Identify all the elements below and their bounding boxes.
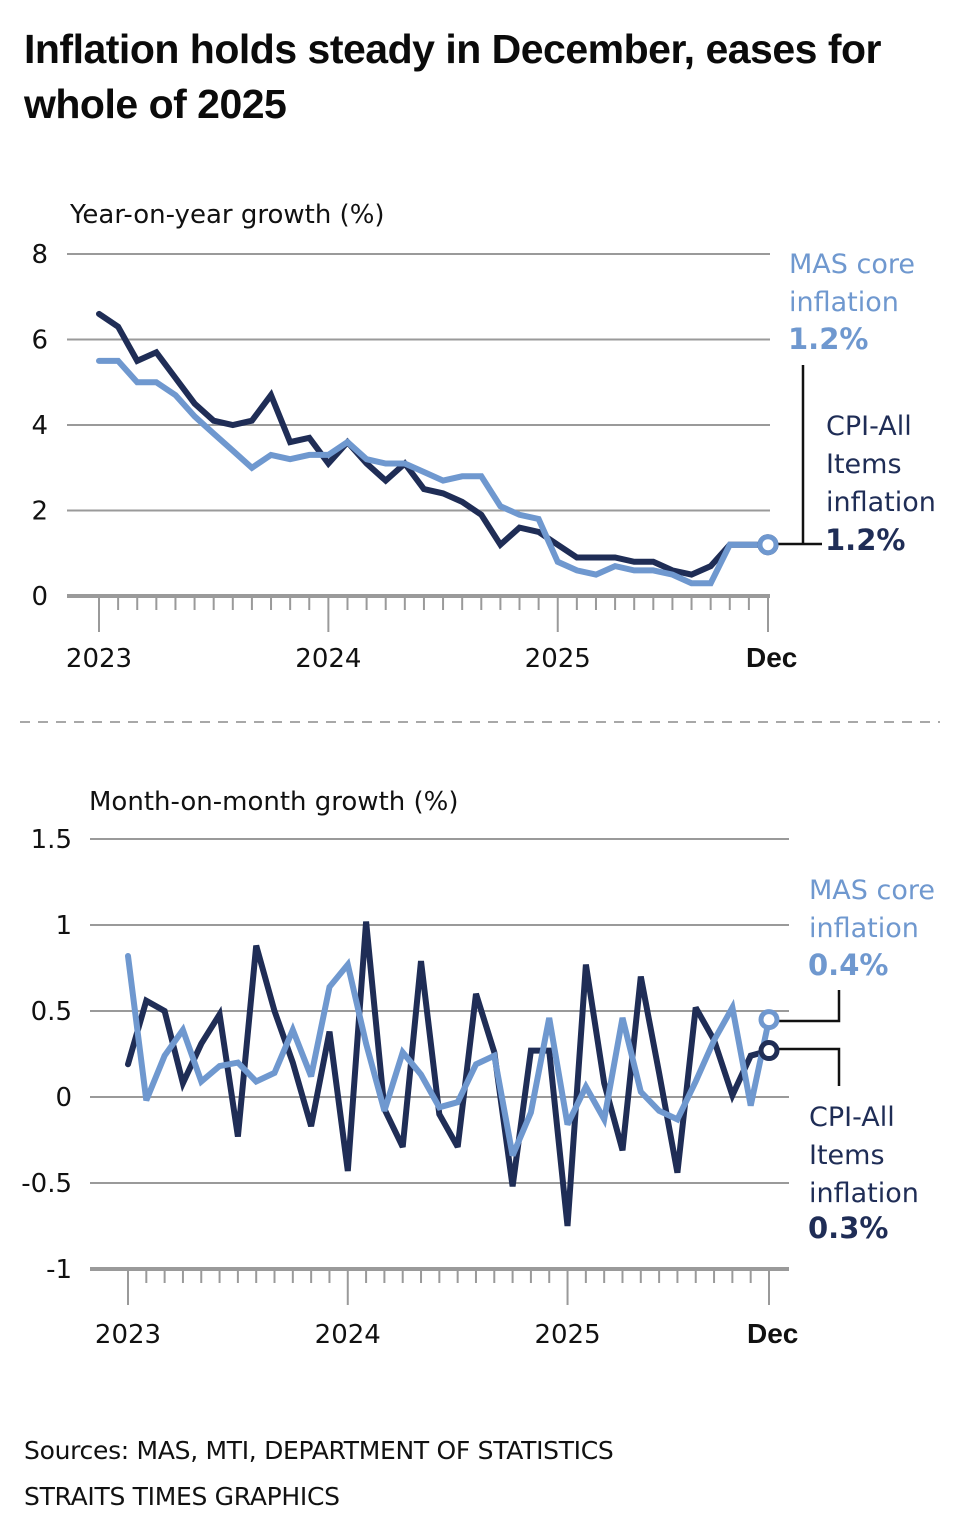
yoy-x-tick-label: Dec <box>746 642 797 673</box>
mom-y-tick-label: 1 <box>55 911 72 941</box>
mom-x-tick-label: 2023 <box>95 1320 161 1350</box>
mom-endpoint-core <box>758 1009 780 1031</box>
yoy-y-tick-label: 4 <box>31 411 48 441</box>
mom-y-tick-label: 0 <box>55 1083 72 1113</box>
mom-x-tick-label: 2024 <box>315 1320 381 1350</box>
mom-line-cpi <box>125 921 772 1227</box>
mom-endpoint-cpi <box>758 1040 780 1062</box>
yoy-series <box>96 310 822 587</box>
yoy-x-tick-label: 2025 <box>525 644 591 674</box>
sources-note: Sources: MAS, MTI, DEPARTMENT OF STATIST… <box>24 1436 614 1465</box>
mom-gridlines <box>90 838 789 1271</box>
yoy-line-core <box>96 357 771 587</box>
mom-chart: Month-on-month growth (%) -1 -0.5 0 0.5 1 1.5… <box>21 787 935 1350</box>
mom-x-axis: 2023 2024 2025 Dec <box>95 1271 798 1350</box>
yoy-y-tick-label: 2 <box>31 497 48 527</box>
mom-connector-cpi <box>777 1047 841 1086</box>
mom-cpi-label-line2: Items <box>809 1140 885 1171</box>
credit-note: STRAITS TIMES GRAPHICS <box>24 1482 340 1511</box>
yoy-axis-title: Year-on-year growth (%) <box>69 200 385 230</box>
yoy-gridlines <box>67 253 770 598</box>
mom-y-tick-label: -0.5 <box>21 1169 72 1199</box>
mom-cpi-label-line1: CPI-All <box>809 1102 895 1133</box>
yoy-x-axis: 2023 2024 2025 Dec <box>66 598 797 674</box>
yoy-cpi-value: 1.2% <box>825 523 905 557</box>
yoy-cpi-label-line1: CPI-All <box>826 411 912 442</box>
mom-cpi-value: 0.3% <box>808 1211 888 1245</box>
yoy-x-tick-label: 2024 <box>295 644 361 674</box>
mom-y-tick-label: -1 <box>46 1255 72 1285</box>
yoy-cpi-label-line3: inflation <box>826 487 936 518</box>
mom-x-tick-label: 2025 <box>534 1320 600 1350</box>
yoy-endpoint-core <box>757 534 779 556</box>
mom-core-value: 0.4% <box>808 948 888 982</box>
mom-y-tick-label: 1.5 <box>31 825 72 855</box>
mom-connector-core <box>777 990 841 1023</box>
mom-line-core <box>125 953 772 1157</box>
mom-y-ticks: -1 -0.5 0 0.5 1 1.5 <box>21 825 72 1285</box>
mom-core-label-line1: MAS core <box>809 875 935 906</box>
yoy-line-cpi <box>96 310 771 578</box>
mom-y-tick-label: 0.5 <box>31 997 72 1027</box>
mom-cpi-label-line3: inflation <box>809 1178 919 1209</box>
yoy-x-tick-label: 2023 <box>66 644 132 674</box>
yoy-cpi-label-line2: Items <box>826 449 902 480</box>
mom-core-label-line2: inflation <box>809 913 919 944</box>
yoy-y-ticks: 0 2 4 6 8 <box>31 240 48 612</box>
chart-footer: Sources: MAS, MTI, DEPARTMENT OF STATIST… <box>24 1428 614 1520</box>
yoy-y-tick-label: 8 <box>31 240 48 270</box>
yoy-annotations: MAS core inflation 1.2% CPI-All Items in… <box>788 249 936 557</box>
yoy-core-label-line2: inflation <box>789 287 899 318</box>
mom-x-tick-label: Dec <box>747 1318 798 1349</box>
yoy-core-value: 1.2% <box>788 322 868 356</box>
mom-series <box>125 921 841 1227</box>
yoy-core-label-line1: MAS core <box>789 249 915 280</box>
chart-title: Inflation holds steady in December, ease… <box>24 26 882 127</box>
yoy-y-tick-label: 6 <box>31 326 48 356</box>
mom-annotations: MAS core inflation 0.4% CPI-All Items in… <box>808 875 935 1245</box>
mom-axis-title: Month-on-month growth (%) <box>89 787 459 817</box>
yoy-y-tick-label: 0 <box>31 582 48 612</box>
